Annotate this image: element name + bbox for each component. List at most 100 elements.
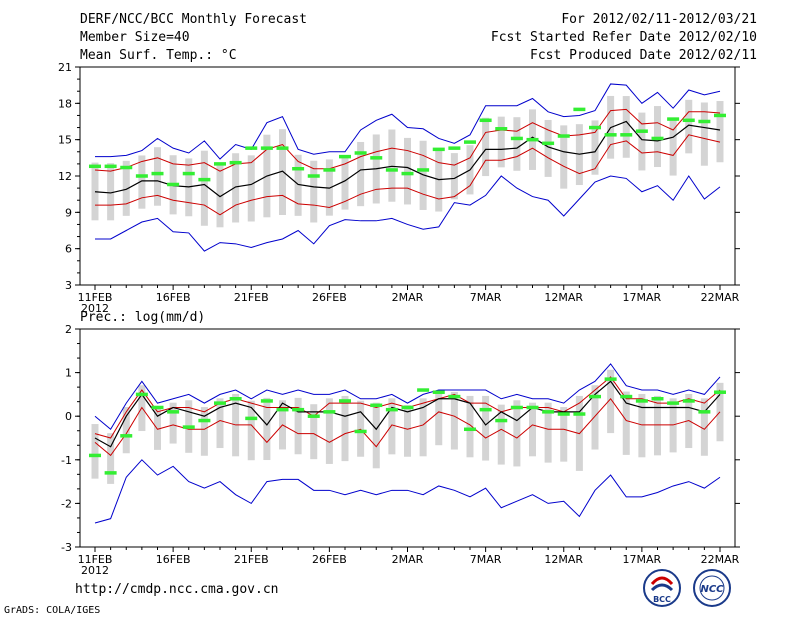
ensemble-bar [372,402,380,469]
y-tick-label: -3 [61,541,72,554]
prec-variable-label: Prec.: log(mm/d) [80,310,206,325]
ensemble-bar [497,116,505,168]
y-tick-label: 0 [65,410,72,423]
ensemble-bar [91,162,99,221]
ensemble-bar [310,160,318,223]
ensemble-bar [513,400,521,467]
source-url[interactable]: http://cmdp.ncc.cma.gov.cn [75,582,279,597]
grads-credit: GrADS: COLA/IGES [4,605,101,616]
ensemble-bar [450,153,458,200]
x-tick-label: 2MAR [392,291,424,304]
ensemble-bar [341,157,349,210]
y-tick-label: -2 [61,497,72,510]
ensemble-bar [310,404,318,460]
ensemble-bar [435,149,443,212]
ensemble-bar [560,125,568,189]
ensemble-bar [435,393,443,446]
series-upper-line [94,108,721,172]
ensemble-bar [497,404,505,465]
ensemble-bar [341,395,349,462]
logos: BCC NCC [643,569,731,607]
ensemble-bar [122,160,130,216]
x-tick-label: 21FEB [234,291,269,304]
y-tick-label: 6 [65,243,72,256]
series-min-line [94,459,721,524]
x-tick-label: 12MAR [544,291,583,304]
ensemble-bar [200,407,208,456]
ensemble-bar [607,369,615,434]
ensemble-bar [544,402,552,463]
chart-title: DERF/NCC/BCC Monthly Forecast [80,12,307,27]
ensemble-bar [638,393,646,458]
ensemble-bar [591,120,599,175]
forecast-period: For 2012/02/11-2012/03/21 [561,12,757,27]
x-tick-label: 11FEB [78,553,113,566]
ensemble-bar [654,106,661,168]
x-tick-label: 22MAR [701,553,740,566]
ensemble-bar [357,141,365,207]
ensemble-bar [138,155,146,209]
fcst-started: Fcst Started Refer Date 2012/02/10 [490,30,757,45]
ensemble-bar [638,112,646,171]
x-tick-label: 22MAR [701,291,740,304]
variable-label: Mean Surf. Temp.: °C [80,48,237,63]
ensemble-bar [294,397,302,455]
ensemble-bar [450,392,458,450]
ensemble-bar [466,395,474,458]
ensemble-bar [482,117,490,177]
ensemble-bar [107,163,115,221]
ncc-logo: NCC [693,569,731,607]
year-label: 2012 [81,302,109,315]
ensemble-bar [560,407,568,462]
y-tick-label: 9 [65,206,72,219]
ensemble-bar [247,155,255,222]
ensemble-bar [404,137,411,205]
year-label: 2012 [81,564,109,577]
ensemble-bar [654,395,661,456]
x-tick-label: 7MAR [470,553,502,566]
x-tick-label: 16FEB [156,553,191,566]
ensemble-bar [700,398,708,456]
ensemble-bar [357,400,365,457]
ensemble-bar [622,391,630,455]
ensemble-bar [419,398,427,457]
x-tick-label: 26FEB [312,553,347,566]
x-tick-label: 11FEB [78,291,113,304]
bcc-logo-text: BCC [653,595,671,604]
x-tick-label: 2MAR [392,553,424,566]
chart-panel-1: -3 -2 -1 0 1 2 11FEB 16FEB 21FEB 26FEB 2MAR 7MAR 12M… [61,323,740,577]
x-tick-label: 21FEB [234,553,269,566]
ensemble-bar [622,96,630,158]
y-tick-label: 2 [65,323,72,336]
y-tick-label: 3 [65,279,72,292]
x-tick-label: 16FEB [156,291,191,304]
ensemble-bar [247,400,255,461]
ensemble-bar [388,398,396,455]
y-tick-label: 21 [58,61,72,74]
y-tick-label: 1 [65,367,72,380]
x-tick-label: 17MAR [623,553,662,566]
ensemble-bar [154,147,161,206]
ensemble-bar [513,117,521,171]
ensemble-bar [716,101,724,163]
ensemble-bar [232,153,240,223]
ensemble-bar [122,407,130,454]
member-size: Member Size=40 [80,30,190,45]
y-tick-label: 18 [58,97,72,110]
ensemble-bar [544,119,552,177]
y-tick-label: 12 [58,170,72,183]
ensemble-bar [107,433,115,484]
x-tick-label: 7MAR [470,291,502,304]
x-tick-label: 26FEB [312,291,347,304]
ensemble-bar [325,398,333,464]
ensemble-bar [169,402,177,444]
series-max-line [95,83,721,160]
series-lower-line [95,134,721,216]
series-mean-line [94,120,721,198]
ensemble-bar [91,424,99,479]
ensemble-bar [700,102,708,166]
series-max-line [94,363,721,431]
ensemble-bar [404,405,411,457]
x-tick-label: 12MAR [544,553,583,566]
